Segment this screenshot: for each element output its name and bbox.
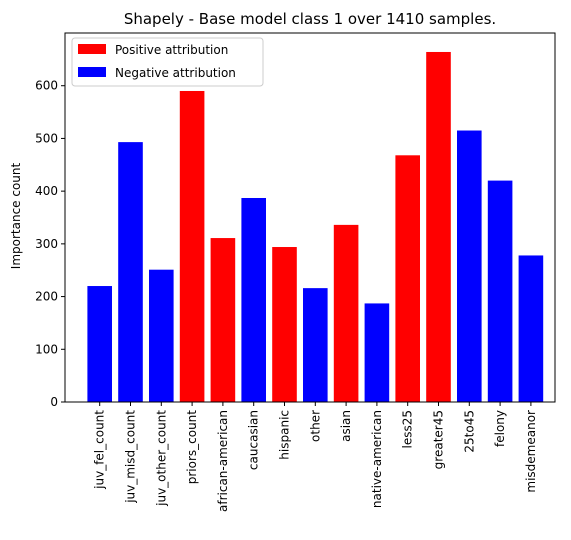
y-tick-label: 600 xyxy=(35,79,58,93)
bar-hispanic xyxy=(272,247,297,402)
bar-less25 xyxy=(395,155,420,402)
x-tick-label: juv_other_count xyxy=(154,410,168,507)
legend-box xyxy=(71,37,264,87)
x-tick-label: other xyxy=(308,410,322,442)
x-tick-label: native-american xyxy=(370,410,384,508)
bar-felony xyxy=(487,180,513,402)
x-tick-label: felony xyxy=(493,410,507,447)
bar-misdemeanor xyxy=(518,255,544,402)
plot-frame xyxy=(64,32,556,403)
x-tick-label: misdemeanor xyxy=(524,410,538,493)
bar-caucasian xyxy=(241,197,266,402)
bar-priors_count xyxy=(179,90,205,402)
bar-juv_other_count xyxy=(149,269,174,402)
legend-swatch-positive xyxy=(78,44,106,54)
legend-label-negative: Negative attribution xyxy=(115,66,236,80)
bar-african-american xyxy=(210,238,236,402)
y-tick-label: 500 xyxy=(35,131,58,145)
bar-greater45 xyxy=(426,51,451,402)
y-axis-label: Importance count xyxy=(9,162,23,269)
bars-group xyxy=(87,51,544,402)
y-tick-label: 0 xyxy=(50,395,58,409)
bar-other xyxy=(303,288,328,402)
y-tick-label: 200 xyxy=(35,290,58,304)
y-tick-label: 100 xyxy=(35,342,58,356)
legend-swatch-negative xyxy=(78,67,106,77)
y-tick-label: 400 xyxy=(35,184,58,198)
x-tick-label: hispanic xyxy=(278,410,292,460)
chart-title: Shapely - Base model class 1 over 1410 s… xyxy=(124,10,496,28)
x-tick-label: juv_misd_count xyxy=(124,410,138,504)
bar-asian xyxy=(333,224,359,402)
x-tick-label: less25 xyxy=(401,410,415,449)
x-tick-label: 25to45 xyxy=(462,410,476,453)
x-tick-label: caucasian xyxy=(247,410,261,470)
y-tick-label: 300 xyxy=(35,237,58,251)
y-ticks-group: 0 100 200 300 400 500 600 xyxy=(35,79,65,409)
bar-25to45 xyxy=(457,130,482,402)
bar-native-american xyxy=(364,303,390,402)
x-tick-label: asian xyxy=(339,410,353,442)
x-tick-label: priors_count xyxy=(185,410,199,485)
bar-juv_misd_count xyxy=(118,142,143,402)
x-tick-label: greater45 xyxy=(432,410,446,469)
legend: Positive attribution Negative attributio… xyxy=(71,37,264,87)
x-tick-label: juv_fel_count xyxy=(93,410,107,490)
legend-label-positive: Positive attribution xyxy=(115,43,228,57)
x-tick-label: african-american xyxy=(216,410,230,512)
x-ticks-group: juv_fel_count juv_misd_count juv_other_cou… xyxy=(93,402,538,512)
bar-juv_fel_count xyxy=(87,286,112,402)
